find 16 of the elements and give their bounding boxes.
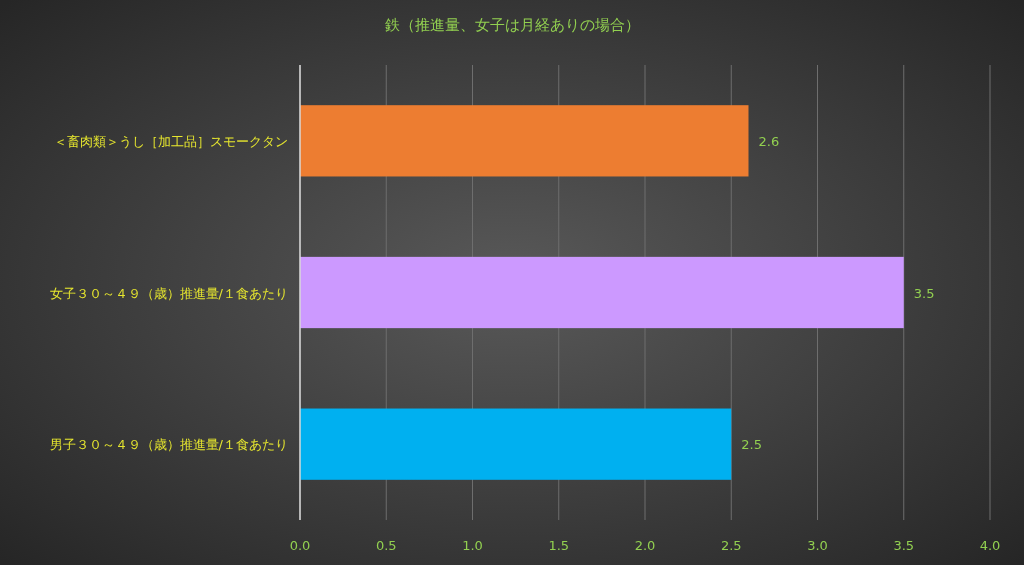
x-tick-label: 1.0: [462, 538, 483, 553]
y-tick-label: 女子３０～４９（歳）推進量/１食あたり: [49, 285, 288, 301]
x-tick-label: 1.5: [548, 538, 570, 553]
chart-title: 鉄（推進量、女子は月経ありの場合）: [384, 16, 640, 34]
x-tick-label: 4.0: [979, 538, 1001, 553]
y-tick-label: 男子３０～４９（歳）推進量/１食あたり: [49, 437, 288, 453]
data-label: 2.5: [741, 437, 762, 453]
y-tick-label: ＜畜肉類＞うし［加工品］スモークタン: [54, 133, 288, 149]
x-tick-label: 2.0: [634, 538, 656, 553]
data-label: 2.6: [758, 133, 780, 149]
x-tick-label: 3.0: [807, 538, 828, 553]
x-tick-label: 2.5: [720, 538, 742, 553]
x-tick-label: 0.5: [375, 538, 397, 553]
x-tick-label: 3.5: [893, 538, 915, 553]
data-label: 3.5: [913, 285, 935, 301]
x-tick-label: 0.0: [289, 538, 311, 553]
